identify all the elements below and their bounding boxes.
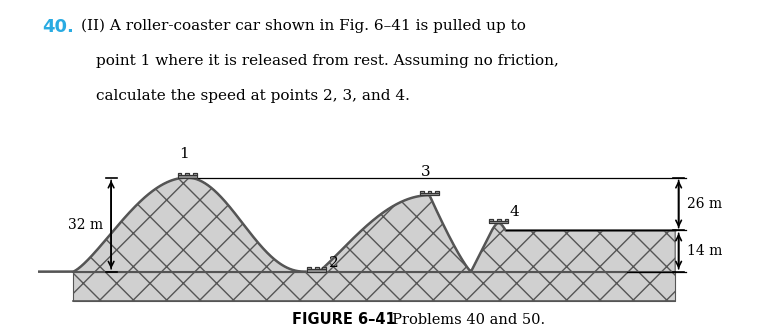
Polygon shape bbox=[435, 191, 439, 193]
Polygon shape bbox=[193, 173, 197, 175]
Text: Problems 40 and 50.: Problems 40 and 50. bbox=[383, 313, 545, 327]
Text: 26 m: 26 m bbox=[687, 197, 722, 211]
Text: (II) A roller-coaster car shown in Fig. 6–41 is pulled up to: (II) A roller-coaster car shown in Fig. … bbox=[81, 18, 526, 33]
Polygon shape bbox=[307, 267, 311, 269]
Polygon shape bbox=[428, 191, 431, 193]
Text: FIGURE 6–41: FIGURE 6–41 bbox=[292, 312, 396, 327]
Polygon shape bbox=[322, 267, 326, 269]
Polygon shape bbox=[504, 218, 508, 221]
Polygon shape bbox=[420, 193, 439, 195]
Polygon shape bbox=[497, 218, 501, 221]
Polygon shape bbox=[178, 175, 197, 178]
Text: 1: 1 bbox=[179, 148, 188, 161]
Text: 14 m: 14 m bbox=[687, 244, 722, 258]
Text: 3: 3 bbox=[421, 165, 431, 179]
Bar bbox=[73, 272, 675, 301]
Text: point 1 where it is released from rest. Assuming no friction,: point 1 where it is released from rest. … bbox=[96, 54, 559, 68]
Polygon shape bbox=[420, 191, 424, 193]
Text: 4: 4 bbox=[509, 205, 519, 219]
Polygon shape bbox=[489, 218, 493, 221]
Polygon shape bbox=[185, 173, 189, 175]
Polygon shape bbox=[489, 221, 508, 223]
Text: 2: 2 bbox=[329, 256, 339, 270]
Polygon shape bbox=[307, 269, 326, 272]
Polygon shape bbox=[315, 267, 318, 269]
Polygon shape bbox=[38, 178, 675, 272]
Text: 32 m: 32 m bbox=[68, 217, 103, 232]
Text: calculate the speed at points 2, 3, and 4.: calculate the speed at points 2, 3, and … bbox=[96, 89, 410, 103]
Text: 40.: 40. bbox=[42, 18, 74, 36]
Polygon shape bbox=[178, 173, 181, 175]
